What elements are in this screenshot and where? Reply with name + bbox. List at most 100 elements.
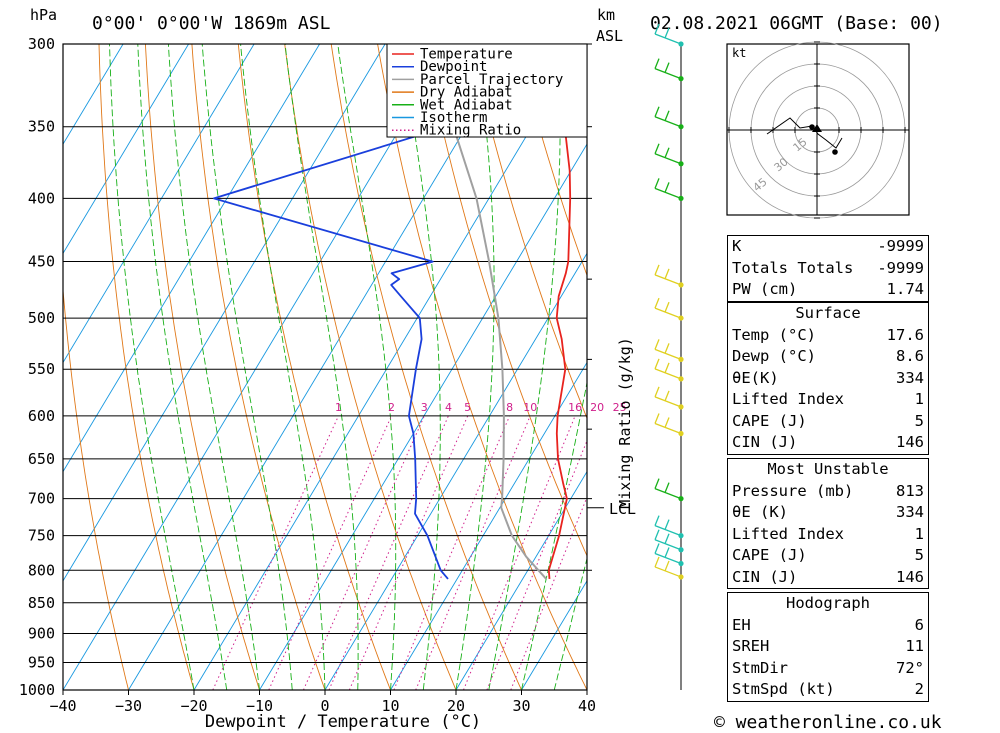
index-row: Dewp (°C) 8.6 [728, 346, 928, 368]
x-tick-label: −40 [49, 697, 76, 715]
legend-entry: Dry Adiabat [420, 85, 513, 101]
hodograph-unit-label: kt [732, 46, 746, 60]
legend-entry: Wet Adiabat [420, 97, 513, 113]
mixing-ratio-label: 1 [335, 401, 342, 414]
index-label: CAPE (J) [732, 411, 807, 430]
pressure-tick-label: 900 [28, 624, 55, 642]
x-tick-label: −30 [115, 697, 142, 715]
dry-adiabat-line [63, 285, 129, 690]
mixing-ratio-label: 16 [568, 401, 582, 414]
x-tick-label: 40 [578, 697, 596, 715]
isotherm-line [63, 44, 255, 364]
pressure-tick-label: 550 [28, 360, 55, 378]
wind-barb [654, 143, 684, 167]
wind-barb [654, 178, 684, 201]
wind-barb [654, 413, 684, 437]
wind-barb [654, 478, 684, 502]
index-value: 5 [914, 546, 924, 564]
indices-top-box: K -9999 Totals Totals -9999 PW (cm) 1.74 [727, 235, 929, 302]
index-label: Lifted Index [732, 390, 844, 408]
isotherm-line [455, 470, 587, 690]
index-value: 17.6 [886, 325, 924, 344]
isotherm-line [63, 44, 386, 582]
hodograph-storm-marker [812, 124, 822, 132]
index-value: -9999 [877, 237, 924, 255]
lcl-label: LCL [609, 500, 636, 518]
legend-entry: Dewpoint [420, 59, 487, 75]
index-label: PW (cm) [732, 280, 798, 298]
index-value: 334 [896, 503, 924, 521]
index-row: θE (K) 334 [728, 502, 928, 524]
x-tick-label: 10 [381, 697, 399, 715]
index-row: Temp (°C) 17.6 [728, 325, 928, 347]
index-value: 1 [914, 524, 924, 543]
location-title: 0°00' 0°00'W 1869m ASL [92, 13, 331, 34]
mixing-ratio-line [463, 415, 576, 690]
x-tick-label: 30 [512, 697, 530, 715]
hodograph-point [809, 124, 815, 130]
index-label: Lifted Index [732, 524, 844, 543]
x-axis-label: Dewpoint / Temperature (°C) [205, 712, 481, 732]
index-label: CIN (J) [732, 433, 798, 451]
isotherm-line [128, 44, 517, 690]
pressure-tick-label: 750 [28, 527, 55, 545]
isotherm-line [63, 44, 124, 146]
dry-adiabat-line [330, 44, 522, 690]
index-value: 8.6 [896, 347, 924, 365]
dry-adiabat-line [144, 44, 260, 690]
index-row: Totals Totals -9999 [728, 258, 928, 280]
index-value: -9999 [877, 258, 924, 277]
pressure-tick-label: 1000 [19, 681, 55, 699]
mixing-ratio-label: 3 [421, 401, 428, 414]
index-label: CIN (J) [732, 567, 798, 586]
wind-barb [654, 58, 684, 82]
dry-adiabat-line [98, 44, 195, 690]
index-row: Lifted Index 1 [728, 524, 928, 546]
wind-barb [654, 556, 684, 580]
legend-entry: Mixing Ratio [420, 123, 521, 139]
index-label: Pressure (mb) [732, 481, 854, 500]
mixing-ratio-line [268, 415, 392, 690]
wet-adiabat-line [240, 44, 326, 690]
index-label: StmSpd (kt) [732, 680, 835, 698]
index-label: Temp (°C) [732, 325, 816, 344]
wind-barb [654, 386, 684, 410]
index-value: 334 [896, 368, 924, 387]
series-parcel-trajectory [423, 44, 547, 580]
x-tick-label: 0 [320, 697, 329, 715]
wind-profile [654, 23, 684, 690]
hodograph-box: Hodograph EH 6 SREH 11 StmDir 72° StmSpd (kt) 2 [727, 592, 929, 702]
pressure-tick-label: 400 [28, 189, 55, 207]
index-value: 72° [896, 658, 924, 677]
series-dewpoint [213, 44, 471, 580]
index-label: EH [732, 615, 751, 634]
index-label: Totals Totals [732, 258, 854, 277]
index-row: CAPE (J) 5 [728, 411, 928, 433]
km-unit-label: km [597, 6, 615, 24]
mixing-ratio-label: 2 [388, 401, 395, 414]
index-label: CAPE (J) [732, 546, 807, 564]
x-tick-label: −10 [246, 697, 273, 715]
mixing-ratio-line [303, 415, 425, 690]
axis-layer: 3003504004505005506006507007508008509009… [19, 35, 604, 715]
index-row: PW (cm) 1.74 [728, 279, 928, 301]
legend-entry: Parcel Trajectory [420, 72, 563, 88]
asl-unit-label: ASL [596, 27, 623, 45]
footer-credit: © weatheronline.co.uk [714, 712, 942, 733]
isotherm-line [259, 143, 587, 690]
mixing-ratio-line [393, 415, 511, 690]
index-label: SREH [732, 637, 770, 655]
wind-barb [654, 543, 684, 567]
pressure-tick-label: 650 [28, 450, 55, 468]
dry-adiabat-line [470, 44, 587, 420]
index-value: 1.74 [886, 280, 924, 298]
wet-adiabat-line [137, 44, 228, 690]
index-value: 146 [896, 567, 924, 586]
wet-adiabat-line [400, 44, 441, 690]
index-label: StmDir [732, 658, 788, 677]
pressure-tick-label: 450 [28, 253, 55, 271]
pressure-tick-label: 950 [28, 653, 55, 671]
index-label: Dewp (°C) [732, 347, 816, 365]
datetime-title: 02.08.2021 06GMT (Base: 00) [650, 13, 943, 34]
